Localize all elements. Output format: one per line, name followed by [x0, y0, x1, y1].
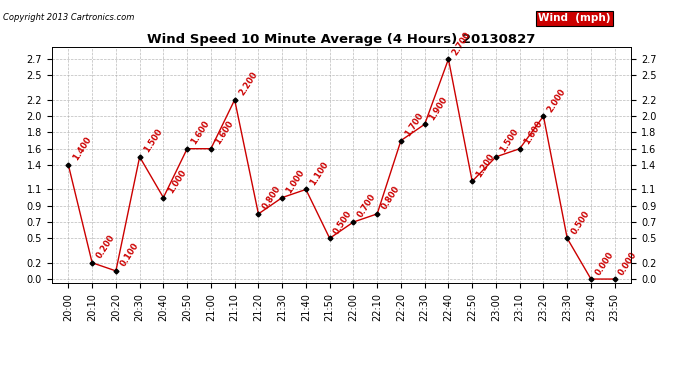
Text: 0.100: 0.100	[118, 242, 140, 268]
Text: 1.100: 1.100	[308, 160, 331, 187]
Text: 0.500: 0.500	[332, 209, 354, 236]
Text: 1.500: 1.500	[498, 127, 520, 154]
Text: 1.900: 1.900	[427, 95, 449, 122]
Text: 1.700: 1.700	[404, 111, 425, 138]
Text: 1.600: 1.600	[213, 119, 235, 146]
Text: 2.700: 2.700	[451, 30, 473, 57]
Text: 0.700: 0.700	[356, 193, 377, 220]
Title: Wind Speed 10 Minute Average (4 Hours) 20130827: Wind Speed 10 Minute Average (4 Hours) 2…	[148, 33, 535, 46]
Text: 2.000: 2.000	[546, 87, 568, 114]
Text: 1.000: 1.000	[284, 168, 306, 195]
Text: 0.200: 0.200	[95, 233, 117, 260]
Text: Copyright 2013 Cartronics.com: Copyright 2013 Cartronics.com	[3, 13, 135, 22]
Text: 0.800: 0.800	[261, 184, 283, 211]
Text: 1.600: 1.600	[190, 119, 212, 146]
Text: 1.600: 1.600	[522, 119, 544, 146]
Text: Wind  (mph): Wind (mph)	[538, 13, 611, 23]
Text: 1.200: 1.200	[475, 152, 497, 179]
Text: 0.500: 0.500	[569, 209, 591, 236]
Text: 1.400: 1.400	[71, 135, 92, 162]
Text: 0.800: 0.800	[380, 184, 402, 211]
Text: 1.000: 1.000	[166, 168, 188, 195]
Text: 2.200: 2.200	[237, 70, 259, 98]
Text: 1.500: 1.500	[142, 127, 164, 154]
Text: 0.000: 0.000	[593, 250, 615, 277]
Text: 0.000: 0.000	[617, 250, 639, 277]
